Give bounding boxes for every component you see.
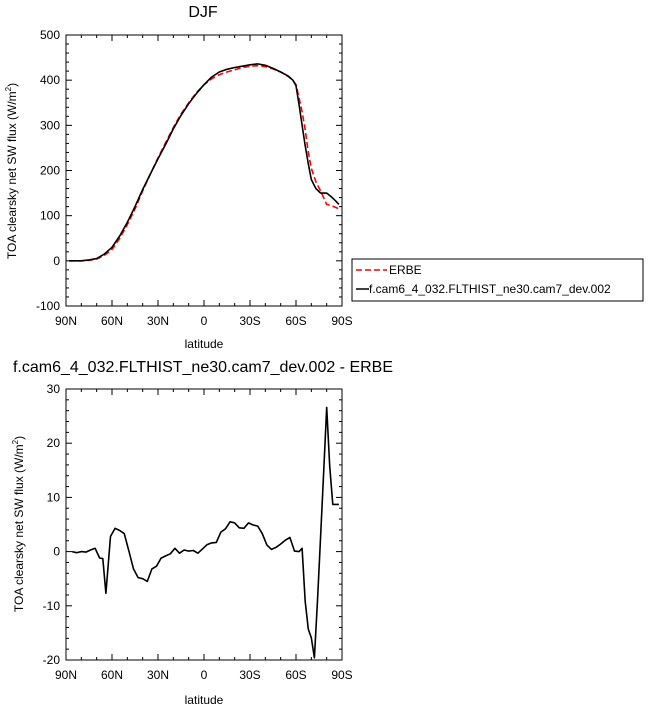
- bottom-x-tick-label: 90N: [55, 668, 77, 682]
- bottom-y-tick-label: 10: [47, 490, 61, 504]
- legend-label-model: f.cam6_4_032.FLTHIST_ne30.cam7_dev.002: [369, 282, 611, 296]
- bottom-y-tick-label: -10: [43, 599, 61, 613]
- bottom-y-axis-label-close: ): [12, 436, 26, 440]
- top-y-tick-label: 100: [40, 209, 60, 223]
- bottom-series-line-0: [71, 406, 339, 659]
- top-y-tick-label: 500: [40, 28, 60, 42]
- bottom-x-axis-label: latitude: [185, 693, 224, 707]
- bottom-x-tick-label: 0: [201, 668, 208, 682]
- bottom-y-axis-label: TOA clearsky net SW flux (W/m2): [11, 436, 26, 612]
- top-x-tick-label: 0: [201, 314, 208, 328]
- top-series-group: [69, 63, 340, 262]
- top-chart-title: DJF: [188, 4, 218, 21]
- top-plot-frame: [65, 34, 343, 307]
- bottom-x-tick-label: 90S: [331, 668, 352, 682]
- bottom-x-tick-label: 30N: [147, 668, 169, 682]
- bottom-plot: 90N 60N 30N 0 30S 60S 90S -20 -10 0 10 20 30 latitud…: [11, 382, 353, 707]
- bottom-chart-title: f.cam6_4_032.FLTHIST_ne30.cam7_dev.002 -…: [13, 359, 393, 376]
- top-y-tick-label: -100: [36, 299, 60, 313]
- bottom-y-axis-label-superscript: 2: [11, 439, 20, 444]
- bottom-x-tick-label: 60N: [101, 668, 123, 682]
- top-axes-ticks: 90N 60N 30N 0 30S 60S 90S -100 0 100 200 300 400 500: [36, 28, 353, 328]
- top-y-axis-label: TOA clearsky net SW flux (W/m2): [4, 83, 19, 259]
- top-y-axis-label-superscript: 2: [4, 86, 13, 91]
- top-x-tick-label: 30S: [239, 314, 260, 328]
- bottom-axes-ticks: 90N 60N 30N 0 30S 60S 90S -20 -10 0 10 20 30: [43, 382, 353, 682]
- bottom-x-tick-label: 30S: [239, 668, 260, 682]
- top-x-tick-label: 30N: [147, 314, 169, 328]
- top-x-tick-label: 60N: [101, 314, 123, 328]
- top-series-line-1: [69, 63, 340, 262]
- bottom-y-axis-label-text: TOA clearsky net SW flux (W/m: [12, 444, 26, 612]
- bottom-y-tick-label: 0: [53, 545, 60, 559]
- bottom-plot-frame: [65, 388, 343, 661]
- legend-label-erbe: ERBE: [389, 263, 422, 277]
- top-y-tick-label: 200: [40, 164, 60, 178]
- bottom-y-tick-label: -20: [43, 653, 61, 667]
- bottom-y-tick-label: 20: [47, 436, 61, 450]
- legend-box: [351, 258, 644, 302]
- top-x-tick-label: 90N: [55, 314, 77, 328]
- top-plot: 90N 60N 30N 0 30S 60S 90S-1000100200300400500 …: [4, 28, 353, 351]
- bottom-series-group: [71, 406, 339, 659]
- top-y-tick-label: 400: [40, 73, 60, 87]
- top-y-axis-label-close: ): [5, 83, 19, 87]
- bottom-y-tick-label: 30: [47, 382, 61, 396]
- legend: ERBE f.cam6_4_032.FLTHIST_ne30.cam7_dev.…: [351, 258, 644, 302]
- top-x-axis-label: latitude: [185, 337, 224, 351]
- top-y-tick-label: 300: [40, 118, 60, 132]
- top-x-tick-label: 90S: [331, 314, 352, 328]
- top-y-tick-label: 0: [53, 254, 60, 268]
- top-x-tick-label: 60S: [285, 314, 306, 328]
- top-series-line-0: [69, 64, 340, 262]
- top-y-axis-label-text: TOA clearsky net SW flux (W/m: [5, 91, 19, 259]
- bottom-x-tick-label: 60S: [285, 668, 306, 682]
